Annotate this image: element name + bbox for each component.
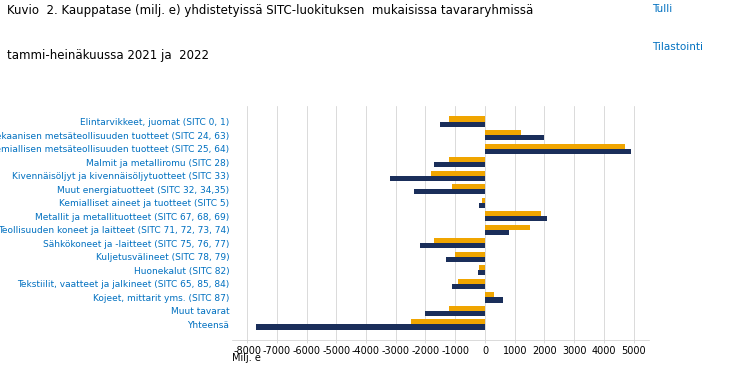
Legend: 2022 tammi-heinäkuu, 2021 tammi-heinäkuu: 2022 tammi-heinäkuu, 2021 tammi-heinäkuu — [304, 375, 577, 378]
Bar — [453, 184, 485, 189]
Bar — [485, 216, 548, 222]
Bar — [458, 279, 485, 284]
Bar — [440, 122, 485, 127]
Text: Kuvio  2. Kauppatase (milj. e) yhdistetyissä SITC-luokituksen  mukaisissa tavara: Kuvio 2. Kauppatase (milj. e) yhdistetyi… — [7, 4, 534, 17]
Text: Tulli: Tulli — [652, 4, 672, 14]
Bar — [485, 230, 509, 235]
Bar — [390, 176, 485, 181]
Bar — [485, 292, 494, 297]
Bar — [425, 311, 485, 316]
Bar — [434, 162, 485, 167]
Bar — [485, 144, 625, 149]
Bar — [447, 257, 485, 262]
Bar — [434, 238, 485, 243]
Bar — [478, 270, 485, 276]
Bar — [485, 135, 545, 140]
Bar — [479, 265, 485, 270]
Bar — [485, 211, 542, 216]
Bar — [479, 203, 485, 208]
Bar — [450, 157, 485, 162]
Bar — [413, 189, 485, 194]
Text: Tilastointi: Tilastointi — [652, 42, 703, 51]
Bar — [455, 252, 485, 257]
Bar — [485, 297, 503, 302]
Bar — [485, 225, 530, 230]
Bar — [482, 198, 485, 203]
Bar — [411, 319, 485, 324]
Bar — [485, 149, 631, 154]
Text: Milj. e: Milj. e — [232, 353, 261, 363]
Bar — [256, 324, 485, 330]
Bar — [419, 243, 485, 248]
Bar — [450, 116, 485, 122]
Bar — [453, 284, 485, 289]
Text: tammi-heinäkuussa 2021 ja  2022: tammi-heinäkuussa 2021 ja 2022 — [7, 49, 209, 62]
Bar — [431, 170, 485, 176]
Bar — [450, 306, 485, 311]
Bar — [485, 130, 520, 135]
